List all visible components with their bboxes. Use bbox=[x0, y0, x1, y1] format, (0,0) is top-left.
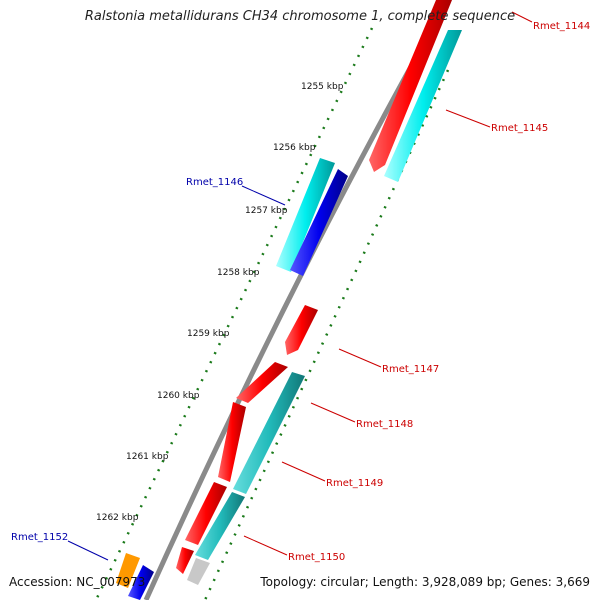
tick-track bbox=[94, 27, 450, 600]
gene-rmet-1152b-feature[interactable] bbox=[128, 565, 154, 600]
leader-rmet-1144 bbox=[511, 11, 533, 23]
gene-rmet-1152-feature[interactable] bbox=[116, 553, 140, 588]
leader-rmet-1150 bbox=[243, 535, 288, 556]
tick-label: 1255 kbp bbox=[301, 82, 344, 92]
leader-rmet-1152 bbox=[67, 540, 109, 561]
map-title: Ralstonia metallidurans CH34 chromosome … bbox=[84, 9, 516, 24]
gene-rmet-1146-feature[interactable] bbox=[290, 169, 348, 276]
leader-rmet-1149 bbox=[281, 461, 326, 482]
tick-label: 1257 kbp bbox=[245, 206, 288, 216]
gene-label-rmet-1146[interactable]: Rmet_1146 bbox=[186, 177, 243, 188]
gene-label-rmet-1150[interactable]: Rmet_1150 bbox=[288, 552, 345, 563]
gene-label-rmet-1144[interactable]: Rmet_1144 bbox=[533, 21, 590, 32]
gene-grey-feature[interactable] bbox=[187, 558, 210, 585]
forward-genes bbox=[176, 0, 462, 585]
leader-rmet-1146 bbox=[241, 185, 286, 206]
gene-rmet-1148b-feature[interactable] bbox=[218, 402, 246, 482]
gene-rmet-1150-feature[interactable] bbox=[185, 482, 227, 545]
genome-summary-text: Topology: circular; Length: 3,928,089 bp… bbox=[260, 575, 590, 589]
gene-rmet-1146-cds[interactable] bbox=[276, 158, 335, 272]
tick-track-line-2 bbox=[203, 69, 450, 600]
gene-label-rmet-1149[interactable]: Rmet_1149 bbox=[326, 478, 383, 489]
tick-label: 1260 kbp bbox=[157, 391, 200, 401]
gene-rmet-1147-feature[interactable] bbox=[285, 305, 318, 355]
tick-label: 1256 kbp bbox=[273, 143, 316, 153]
gene-labels: Rmet_1144 Rmet_1145 Rmet_1146 Rmet_1147 … bbox=[11, 21, 590, 563]
tick-label: 1262 kbp bbox=[96, 513, 139, 523]
reverse-genes bbox=[116, 158, 348, 600]
leader-rmet-1147 bbox=[338, 348, 382, 368]
tick-label: 1258 kbp bbox=[217, 268, 260, 278]
gene-small-red-feature[interactable] bbox=[176, 547, 194, 574]
gene-label-rmet-1145[interactable]: Rmet_1145 bbox=[491, 123, 548, 134]
gene-rmet-1149-feature[interactable] bbox=[233, 372, 305, 494]
gene-rmet-1148-feature[interactable] bbox=[236, 362, 288, 403]
tick-label: 1261 kbp bbox=[126, 452, 169, 462]
accession-text: Accession: NC_007973 bbox=[9, 575, 146, 589]
tick-label: 1259 kbp bbox=[187, 329, 230, 339]
label-leaders bbox=[67, 11, 533, 561]
gene-rmet-1150b-feature[interactable] bbox=[195, 492, 245, 560]
leader-rmet-1145 bbox=[445, 109, 491, 128]
gene-label-rmet-1147[interactable]: Rmet_1147 bbox=[382, 364, 439, 375]
gene-label-rmet-1152[interactable]: Rmet_1152 bbox=[11, 532, 68, 543]
gene-rmet-1145-feature[interactable] bbox=[384, 30, 462, 182]
gene-rmet-1144-feature[interactable] bbox=[369, 0, 452, 172]
gene-label-rmet-1148[interactable]: Rmet_1148 bbox=[356, 419, 413, 430]
leader-rmet-1148 bbox=[310, 402, 356, 423]
tick-labels: 1255 kbp 1256 kbp 1257 kbp 1258 kbp 1259… bbox=[96, 82, 344, 523]
